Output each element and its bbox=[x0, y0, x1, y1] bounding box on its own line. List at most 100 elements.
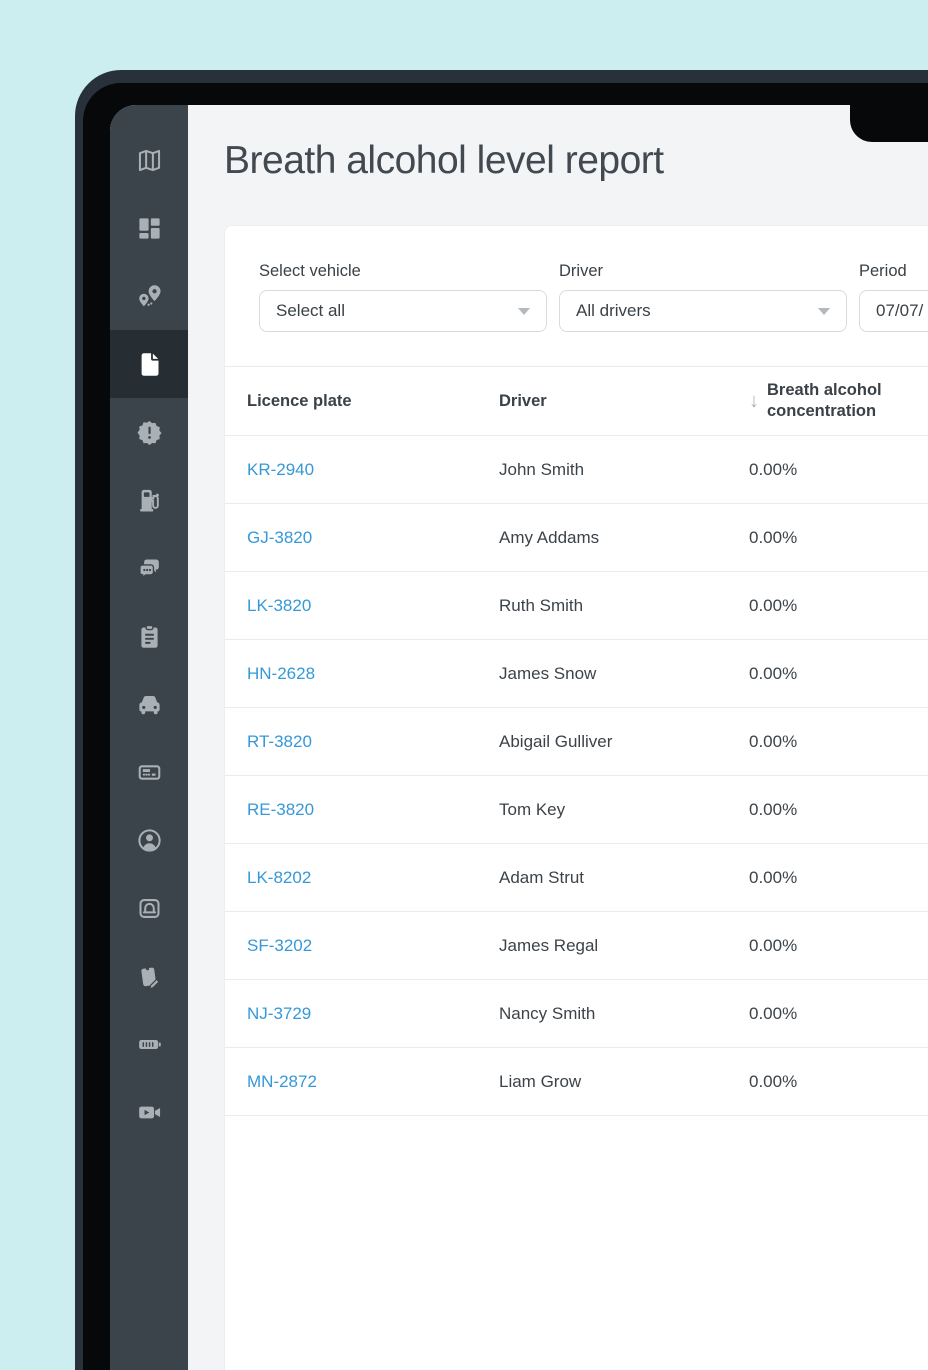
table-row: HN-2628 James Snow 0.00% bbox=[225, 640, 928, 708]
table-row: LK-8202 Adam Strut 0.00% bbox=[225, 844, 928, 912]
licence-plate-link[interactable]: NJ-3729 bbox=[247, 1003, 312, 1023]
sort-descending-icon: ↓ bbox=[749, 389, 759, 412]
chevron-down-icon bbox=[818, 307, 830, 315]
tablet-inner-frame: Breath alcohol level report Select vehic… bbox=[83, 83, 928, 1370]
dashboard-icon bbox=[136, 215, 163, 242]
table-body: KR-2940 John Smith 0.00% GJ-3820 Amy Addams 0… bbox=[225, 436, 928, 1116]
licence-plate-link[interactable]: RE-3820 bbox=[247, 799, 315, 819]
user-icon bbox=[136, 827, 163, 854]
column-header-driver[interactable]: Driver bbox=[499, 391, 547, 410]
sidebar-item-drivers[interactable] bbox=[110, 806, 188, 874]
period-filter: Period 07/07/ bbox=[859, 262, 928, 332]
sidebar bbox=[110, 105, 188, 1370]
concentration-cell: 0.00% bbox=[749, 595, 798, 615]
concentration-cell: 0.00% bbox=[749, 867, 798, 887]
sidebar-nav bbox=[110, 126, 188, 1146]
vehicle-filter-label: Select vehicle bbox=[259, 262, 361, 280]
map-icon bbox=[136, 147, 163, 174]
sidebar-item-battery[interactable] bbox=[110, 1010, 188, 1078]
chevron-down-icon bbox=[518, 307, 530, 315]
table-row: RE-3820 Tom Key 0.00% bbox=[225, 776, 928, 844]
licence-plate-link[interactable]: LK-3820 bbox=[247, 595, 312, 615]
driver-name-cell: John Smith bbox=[499, 459, 585, 479]
driver-name-cell: Nancy Smith bbox=[499, 1003, 596, 1023]
table-row: MN-2872 Liam Grow 0.00% bbox=[225, 1048, 928, 1116]
main-content: Breath alcohol level report Select vehic… bbox=[188, 105, 928, 1370]
car-icon bbox=[136, 691, 163, 718]
sidebar-item-reports[interactable] bbox=[110, 330, 188, 398]
concentration-cell: 0.00% bbox=[749, 527, 798, 547]
driver-name-cell: Abigail Gulliver bbox=[499, 731, 613, 751]
sidebar-item-camera[interactable] bbox=[110, 1078, 188, 1146]
driver-select[interactable]: All drivers bbox=[559, 290, 847, 332]
tachograph-card-icon bbox=[136, 759, 163, 786]
licence-plate-link[interactable]: GJ-3820 bbox=[247, 527, 313, 547]
video-camera-icon bbox=[136, 1099, 163, 1126]
driver-name-cell: James Regal bbox=[499, 935, 599, 955]
sidebar-item-garage[interactable] bbox=[110, 874, 188, 942]
vehicle-select[interactable]: Select all bbox=[259, 290, 547, 332]
sidebar-item-fuel[interactable] bbox=[110, 466, 188, 534]
camera-notch bbox=[850, 105, 928, 142]
concentration-cell: 0.00% bbox=[749, 731, 798, 751]
driver-name-cell: Liam Grow bbox=[499, 1071, 582, 1091]
filters-bar: Select vehicle Select all Driver All dri… bbox=[225, 226, 928, 367]
report-card: Select vehicle Select all Driver All dri… bbox=[224, 225, 928, 1370]
fuel-pump-icon bbox=[136, 487, 163, 514]
table-row: GJ-3820 Amy Addams 0.00% bbox=[225, 504, 928, 572]
table-row: KR-2940 John Smith 0.00% bbox=[225, 436, 928, 504]
concentration-cell: 0.00% bbox=[749, 799, 798, 819]
sidebar-item-routes[interactable] bbox=[110, 262, 188, 330]
alert-badge-icon bbox=[136, 419, 163, 446]
licence-plate-link[interactable]: SF-3202 bbox=[247, 935, 313, 955]
document-icon bbox=[136, 351, 163, 378]
driver-name-cell: Adam Strut bbox=[499, 867, 585, 887]
clipboard-icon bbox=[136, 623, 163, 650]
sidebar-item-messages[interactable] bbox=[110, 534, 188, 602]
sidebar-item-forms[interactable] bbox=[110, 942, 188, 1010]
concentration-cell: 0.00% bbox=[749, 459, 798, 479]
clipboard-edit-icon bbox=[136, 963, 163, 990]
route-pins-icon bbox=[136, 283, 163, 310]
concentration-cell: 0.00% bbox=[749, 935, 798, 955]
driver-name-cell: Amy Addams bbox=[499, 527, 600, 547]
table-row: SF-3202 James Regal 0.00% bbox=[225, 912, 928, 980]
driver-name-cell: James Snow bbox=[499, 663, 597, 683]
battery-icon bbox=[136, 1031, 163, 1058]
table-header-row: Licence plate Driver ↓ Breath alcohol co… bbox=[225, 367, 928, 436]
sidebar-item-map[interactable] bbox=[110, 126, 188, 194]
page-title: Breath alcohol level report bbox=[224, 139, 664, 182]
licence-plate-link[interactable]: RT-3820 bbox=[247, 731, 312, 751]
column-header-licence-plate[interactable]: Licence plate bbox=[247, 391, 352, 410]
vehicle-select-value: Select all bbox=[276, 301, 345, 320]
sidebar-item-tachograph[interactable] bbox=[110, 738, 188, 806]
table-row: LK-3820 Ruth Smith 0.00% bbox=[225, 572, 928, 640]
sidebar-item-dashboard[interactable] bbox=[110, 194, 188, 262]
driver-filter: Driver All drivers bbox=[559, 262, 847, 332]
sidebar-item-vehicles[interactable] bbox=[110, 670, 188, 738]
vehicle-frame-icon bbox=[136, 895, 163, 922]
concentration-cell: 0.00% bbox=[749, 663, 798, 683]
driver-select-value: All drivers bbox=[576, 301, 651, 320]
sidebar-item-alerts[interactable] bbox=[110, 398, 188, 466]
period-date-value: 07/07/ bbox=[876, 301, 924, 320]
table-row: NJ-3729 Nancy Smith 0.00% bbox=[225, 980, 928, 1048]
licence-plate-link[interactable]: LK-8202 bbox=[247, 867, 312, 887]
concentration-cell: 0.00% bbox=[749, 1071, 798, 1091]
vehicle-filter: Select vehicle Select all bbox=[259, 262, 547, 332]
chat-bubbles-icon bbox=[136, 555, 163, 582]
period-filter-label: Period bbox=[859, 262, 907, 280]
column-header-concentration[interactable]: ↓ Breath alcohol concentration bbox=[749, 381, 882, 420]
driver-name-cell: Ruth Smith bbox=[499, 595, 584, 615]
sidebar-item-tasks[interactable] bbox=[110, 602, 188, 670]
driver-name-cell: Tom Key bbox=[499, 799, 566, 819]
app-screen: Breath alcohol level report Select vehic… bbox=[110, 105, 928, 1370]
licence-plate-link[interactable]: HN-2628 bbox=[247, 663, 316, 683]
licence-plate-link[interactable]: MN-2872 bbox=[247, 1071, 317, 1091]
tablet-device-frame: Breath alcohol level report Select vehic… bbox=[75, 70, 928, 1370]
concentration-cell: 0.00% bbox=[749, 1003, 798, 1023]
licence-plate-link[interactable]: KR-2940 bbox=[247, 459, 315, 479]
table-row: RT-3820 Abigail Gulliver 0.00% bbox=[225, 708, 928, 776]
period-date-input[interactable]: 07/07/ bbox=[859, 290, 928, 332]
driver-filter-label: Driver bbox=[559, 262, 603, 280]
